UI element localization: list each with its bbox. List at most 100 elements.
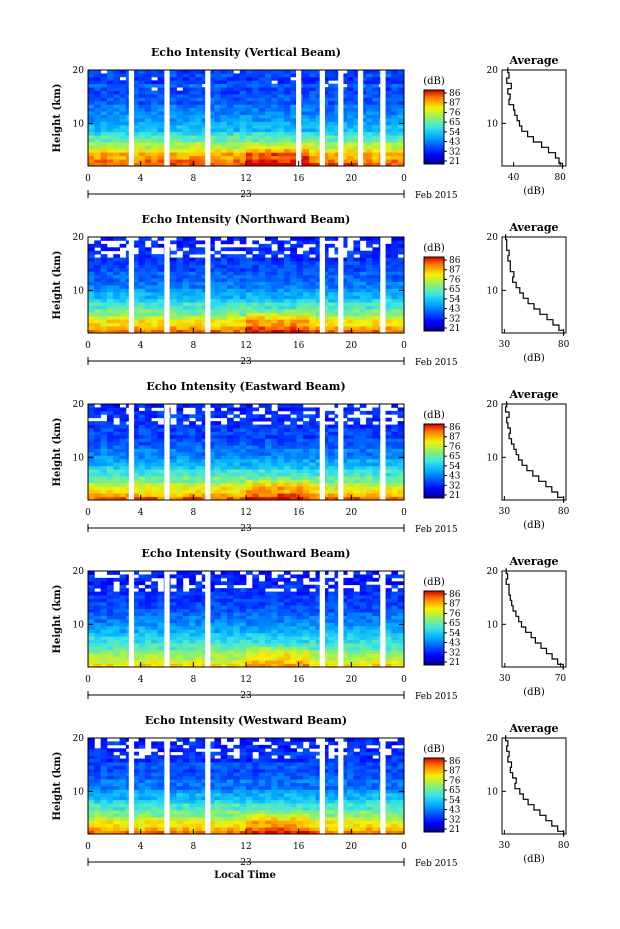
heatmap-cell bbox=[144, 148, 152, 153]
heatmap-cell bbox=[100, 598, 108, 603]
heatmap-cell bbox=[246, 458, 253, 463]
heatmap-cell bbox=[366, 87, 373, 91]
heatmap-cell bbox=[302, 76, 310, 81]
heatmap-cell bbox=[366, 152, 373, 157]
heatmap-cell bbox=[151, 135, 158, 139]
heatmap-cell bbox=[214, 601, 222, 606]
heatmap-cell bbox=[100, 421, 108, 425]
heatmap-cell bbox=[239, 479, 247, 484]
heatmap-cell bbox=[138, 496, 146, 501]
heatmap-cell bbox=[296, 291, 304, 296]
heatmap-cell bbox=[189, 278, 196, 282]
heatmap-cells bbox=[88, 70, 405, 167]
heatmap-cell bbox=[246, 660, 253, 664]
heatmap-cell bbox=[334, 302, 342, 306]
heatmap-cell bbox=[315, 257, 323, 262]
heatmap-cell bbox=[334, 264, 342, 269]
heatmap-cell bbox=[264, 417, 272, 422]
heatmap-cell bbox=[290, 138, 297, 143]
heatmap-cell bbox=[94, 619, 102, 623]
heatmap-cell bbox=[347, 261, 354, 265]
heatmap-cell bbox=[264, 479, 272, 484]
heatmap-cell bbox=[366, 445, 373, 449]
heatmap-cell bbox=[353, 73, 361, 78]
heatmap-cell bbox=[208, 571, 215, 575]
heatmap-cell bbox=[214, 76, 222, 81]
heatmap-cell bbox=[151, 482, 158, 487]
heatmap-cell bbox=[290, 319, 297, 324]
heatmap-cell bbox=[258, 73, 266, 78]
heatmap-cell bbox=[309, 302, 316, 306]
heatmap-cell bbox=[315, 424, 323, 429]
colorbar-segment bbox=[424, 139, 444, 143]
heatmap-cell bbox=[201, 322, 209, 327]
heatmap-cell bbox=[144, 496, 152, 501]
heatmap-cell bbox=[353, 482, 361, 487]
colorbar-segment bbox=[424, 282, 444, 286]
heatmap-cell bbox=[208, 90, 215, 95]
heatmap-cell bbox=[353, 281, 361, 286]
heatmap-cell bbox=[397, 431, 405, 436]
heatmap-cell bbox=[252, 159, 260, 163]
heatmap-cell bbox=[296, 257, 304, 262]
heatmap-cell bbox=[182, 448, 190, 453]
heatmap-cell bbox=[182, 656, 190, 661]
heatmap-cell bbox=[309, 424, 316, 429]
heatmap-cell bbox=[233, 465, 241, 470]
heatmap-cell bbox=[246, 469, 253, 473]
heatmap-cell bbox=[309, 264, 316, 269]
heatmap-cell bbox=[132, 138, 139, 143]
heatmap-cell bbox=[353, 445, 361, 449]
heatmap-cell bbox=[246, 625, 253, 630]
heatmap-cell bbox=[271, 124, 278, 129]
heatmap-cell bbox=[189, 315, 196, 320]
heatmap-cell bbox=[271, 441, 278, 446]
heatmap-cell bbox=[385, 329, 392, 334]
heatmap-cell bbox=[258, 83, 266, 88]
heatmap-cell bbox=[144, 145, 152, 150]
heatmap-cell bbox=[366, 455, 373, 460]
heatmap-cell bbox=[208, 295, 215, 300]
heatmap-cell bbox=[328, 445, 335, 449]
heatmap-cell bbox=[220, 598, 228, 603]
heatmap-cell bbox=[302, 138, 310, 143]
heatmap-cell bbox=[239, 649, 247, 654]
heatmap-cell bbox=[157, 121, 165, 126]
heatmap-cell bbox=[347, 407, 354, 412]
heatmap-cell bbox=[252, 254, 260, 258]
heatmap-cell bbox=[176, 452, 184, 456]
heatmap-cell bbox=[151, 315, 158, 320]
heatmap-cell bbox=[277, 264, 285, 269]
heatmap-cell bbox=[151, 148, 158, 153]
heatmap-cell bbox=[264, 148, 272, 153]
heatmap-cell bbox=[353, 302, 361, 306]
heatmap-cell bbox=[138, 264, 146, 269]
heatmap-cell bbox=[290, 128, 297, 133]
heatmap-cell bbox=[138, 76, 146, 81]
heatmap-cell bbox=[113, 632, 120, 637]
heatmap-cell bbox=[353, 121, 361, 126]
heatmap-cell bbox=[397, 458, 405, 463]
heatmap-cell bbox=[138, 632, 146, 637]
heatmap-cell bbox=[372, 162, 380, 167]
heatmap-cell bbox=[195, 479, 203, 484]
heatmap-cell bbox=[239, 445, 247, 449]
heatmap-cell bbox=[94, 121, 102, 126]
heatmap-cell bbox=[170, 465, 177, 470]
heatmap-cell bbox=[309, 80, 316, 85]
heatmap-cell bbox=[391, 152, 399, 157]
heatmap-cell bbox=[138, 619, 146, 623]
heatmap-cell bbox=[214, 493, 222, 497]
heatmap-cell bbox=[359, 250, 367, 255]
heatmap-cell bbox=[372, 87, 380, 91]
heatmap-cell bbox=[296, 482, 304, 487]
heatmap-cell bbox=[353, 438, 361, 443]
heatmap-cell bbox=[246, 496, 253, 501]
heatmap-cell bbox=[100, 285, 108, 289]
heatmap-cell bbox=[170, 148, 177, 153]
heatmap-cell bbox=[277, 73, 285, 78]
heatmap-cell bbox=[385, 107, 392, 112]
heatmap-cell bbox=[176, 489, 184, 494]
heatmap-cell bbox=[397, 135, 405, 139]
heatmap-cell bbox=[227, 643, 234, 647]
